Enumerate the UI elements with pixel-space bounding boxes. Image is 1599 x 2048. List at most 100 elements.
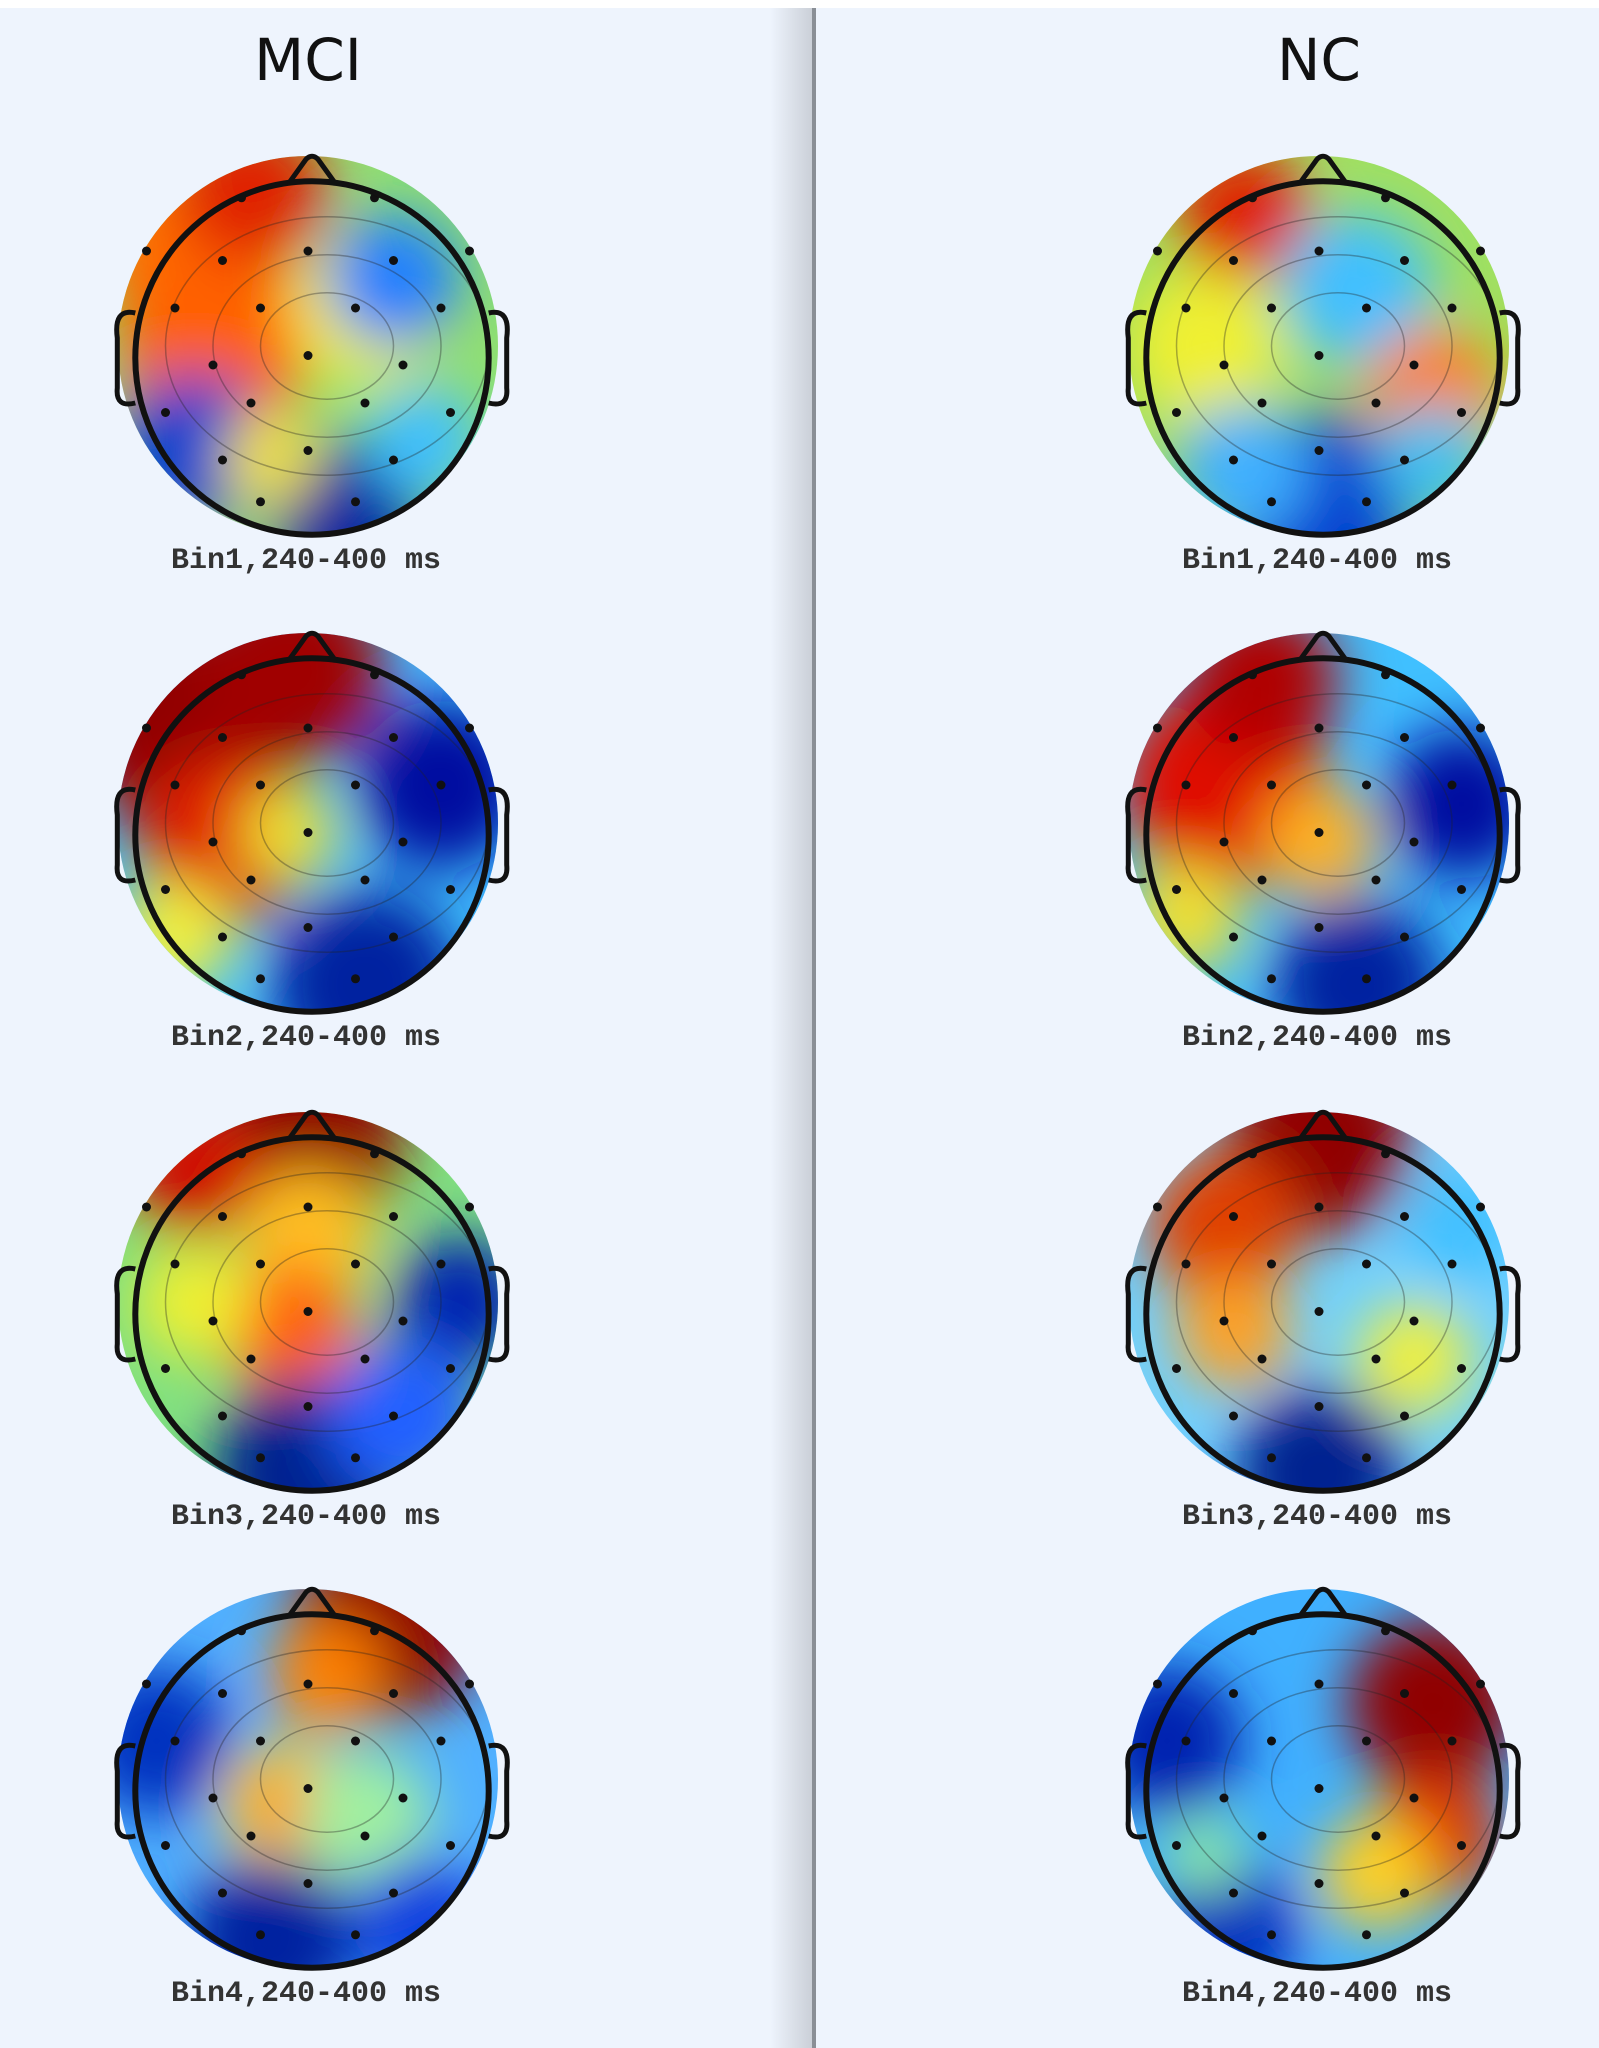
electrode	[1476, 1202, 1485, 1212]
potential-blob	[1167, 1817, 1243, 1893]
electrode	[1257, 875, 1267, 885]
potential-blob	[1233, 1387, 1405, 1492]
electrode	[1457, 408, 1466, 417]
electrode	[351, 1453, 360, 1463]
electrode	[246, 398, 256, 408]
contour	[259, 1248, 395, 1356]
electrode	[1314, 723, 1324, 733]
electrode	[1314, 828, 1324, 837]
nose	[1296, 1586, 1350, 1619]
electrode	[398, 360, 408, 370]
electrode	[142, 246, 151, 256]
ear	[114, 1265, 136, 1363]
electrode	[246, 875, 256, 885]
electrode	[170, 780, 180, 790]
electrode	[389, 256, 398, 265]
ear	[488, 1265, 510, 1363]
electrode	[1219, 1793, 1229, 1803]
electrode	[1362, 1736, 1371, 1746]
electrode	[303, 1679, 313, 1689]
electrode	[256, 1453, 265, 1463]
map-label: Bin1,240-400 ms	[1182, 544, 1452, 578]
topo-map	[114, 630, 510, 1015]
electrode	[1371, 1354, 1381, 1364]
electrode	[1267, 1259, 1276, 1269]
potential-blob	[1148, 1855, 1300, 1969]
electrode	[256, 1930, 265, 1940]
electrode	[1229, 256, 1238, 265]
ear	[1125, 786, 1147, 884]
contour	[1223, 1210, 1453, 1394]
electrode	[1314, 1784, 1324, 1793]
electrode	[1257, 1831, 1267, 1841]
electrode	[1447, 303, 1457, 313]
electrode	[1172, 885, 1181, 894]
electrode	[1172, 1364, 1181, 1373]
electrode	[256, 303, 265, 313]
electrode	[208, 1316, 218, 1326]
electrode	[389, 1212, 398, 1221]
contour	[212, 254, 442, 438]
electrode	[1229, 1689, 1238, 1698]
electrode	[446, 885, 455, 894]
contour	[212, 1687, 442, 1871]
top-edge	[0, 0, 1599, 8]
nose	[1296, 630, 1350, 663]
potential-blobs	[118, 156, 479, 536]
electrode	[246, 1354, 256, 1364]
contour	[1223, 254, 1453, 438]
electrode	[170, 1736, 180, 1746]
column-title: NC	[1277, 26, 1361, 94]
electrode	[1172, 408, 1181, 417]
electrode	[1362, 974, 1371, 984]
electrode	[1314, 246, 1324, 256]
potential-blob	[222, 412, 318, 508]
electrode	[256, 497, 265, 507]
electrode	[1229, 1411, 1238, 1421]
electrode	[360, 398, 370, 408]
electrode	[1476, 1679, 1485, 1689]
contour	[1270, 1248, 1406, 1356]
electrode	[1153, 723, 1162, 733]
electrode	[1314, 1402, 1324, 1411]
head-outline	[1143, 655, 1503, 1015]
electrode	[351, 1259, 360, 1269]
electrode	[1400, 1888, 1409, 1898]
electrode	[218, 1689, 227, 1698]
electrode	[1314, 923, 1324, 932]
potential-blob	[298, 1750, 432, 1884]
electrode	[303, 1402, 313, 1411]
electrode	[218, 733, 227, 742]
electrode	[1267, 1930, 1276, 1940]
electrode	[1457, 885, 1466, 894]
contour	[1270, 769, 1406, 877]
map-label: Bin4,240-400 ms	[171, 1977, 441, 2011]
electrode	[1371, 875, 1381, 885]
ear	[1125, 309, 1147, 407]
electrode	[436, 303, 446, 313]
electrode	[1362, 1930, 1371, 1940]
electrode	[1257, 398, 1267, 408]
electrode	[1447, 1736, 1457, 1746]
nose	[285, 630, 339, 663]
contour	[1270, 1725, 1406, 1833]
electrode	[446, 408, 455, 417]
column-title: MCI	[254, 26, 362, 94]
electrode	[351, 1736, 360, 1746]
electrode	[436, 780, 446, 790]
topo-map	[114, 1586, 510, 1971]
electrode	[465, 246, 474, 256]
electrode	[1181, 1736, 1191, 1746]
electrode	[389, 1888, 398, 1898]
topo-map	[1125, 153, 1521, 538]
electrode	[465, 723, 474, 733]
electrode	[218, 256, 227, 265]
electrode	[256, 974, 265, 984]
electrode	[1267, 1736, 1276, 1746]
potential-blobs	[1129, 633, 1509, 1013]
ear	[114, 309, 136, 407]
electrode	[208, 837, 218, 847]
electrode	[1153, 1679, 1162, 1689]
map-label: Bin3,240-400 ms	[1182, 1500, 1452, 1534]
